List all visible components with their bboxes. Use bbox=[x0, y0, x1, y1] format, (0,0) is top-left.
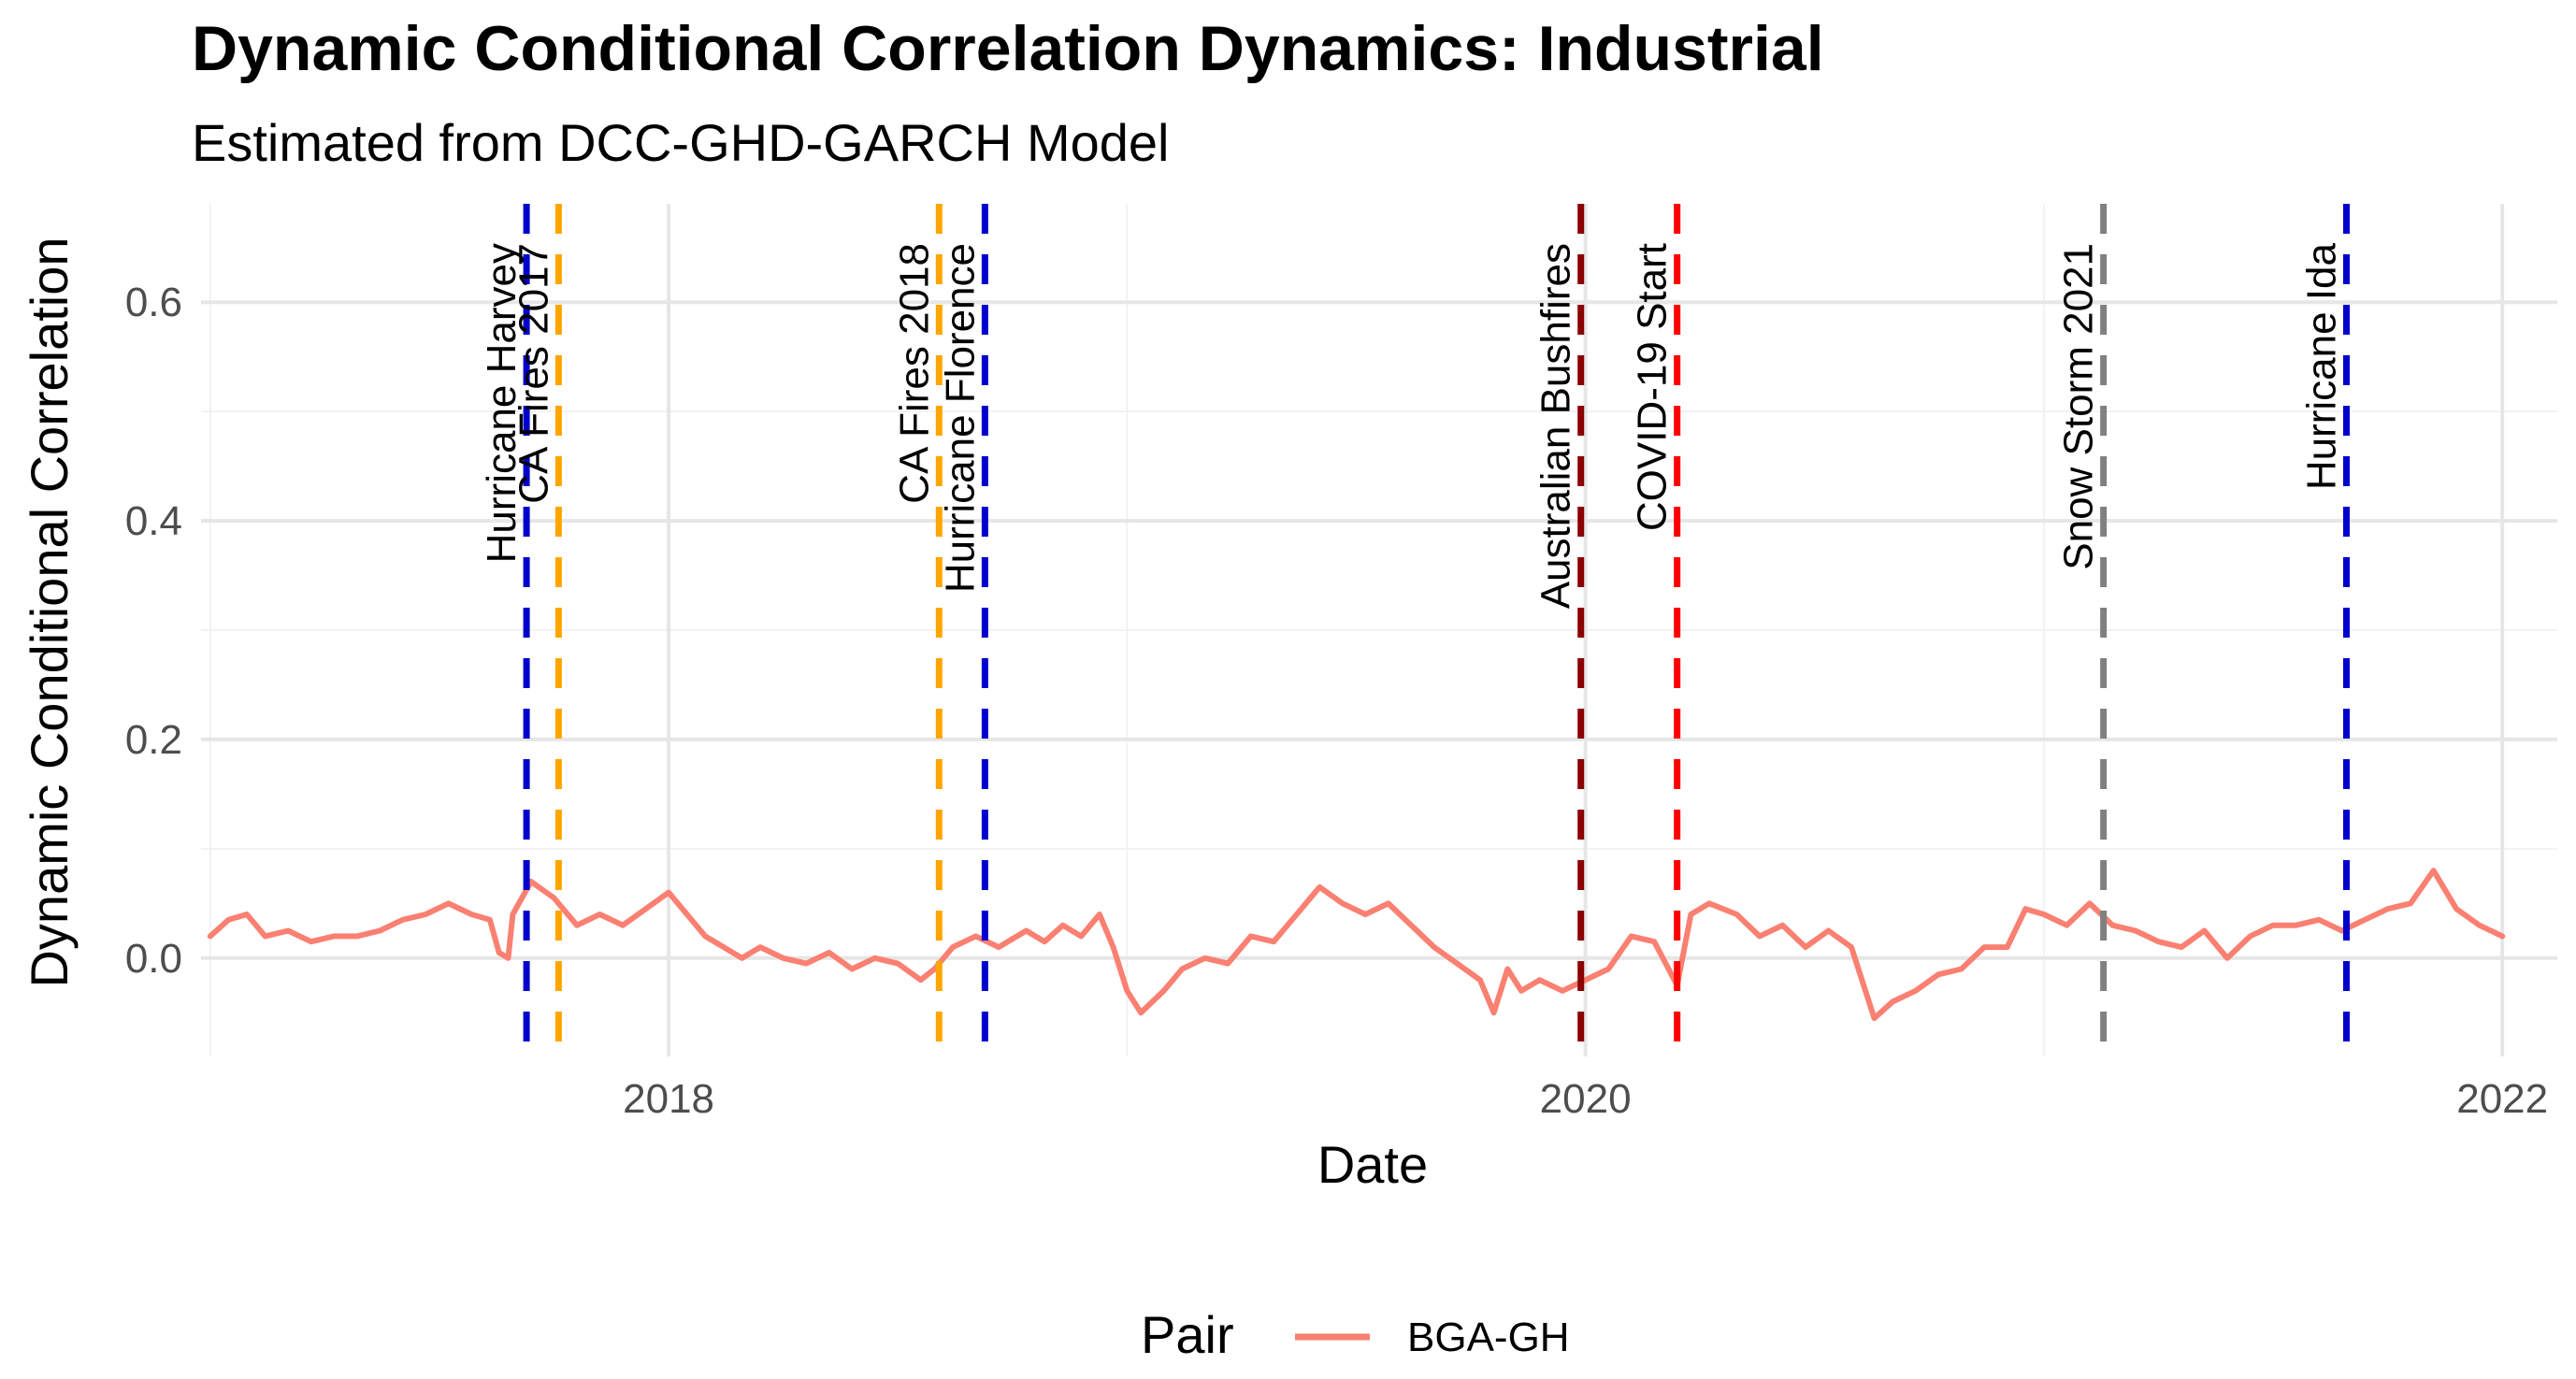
event-label-covid-19-start: COVID-19 Start bbox=[1630, 243, 1676, 531]
legend-title: Pair bbox=[1141, 1305, 1234, 1364]
event-label-snow-storm-2021: Snow Storm 2021 bbox=[2056, 243, 2102, 570]
y-axis-title: Dynamic Conditional Correlation bbox=[20, 237, 79, 987]
x-axis-ticks: 2018 2020 2022 bbox=[623, 1076, 2548, 1122]
x-axis-title: Date bbox=[1317, 1135, 1428, 1194]
series-line-bga-gh bbox=[207, 868, 2506, 1022]
y-tick-label-2: 0.4 bbox=[125, 498, 182, 544]
chart-subtitle: Estimated from DCC-GHD-GARCH Model bbox=[192, 113, 1170, 172]
series-layer bbox=[207, 868, 2506, 1022]
x-tick-label-1: 2020 bbox=[1540, 1076, 1632, 1122]
x-tick-label-0: 2018 bbox=[623, 1076, 714, 1122]
y-tick-label-0: 0.0 bbox=[125, 936, 182, 982]
y-axis-ticks: 0.0 0.2 0.4 0.6 bbox=[125, 280, 182, 982]
event-label-hurricane-ida: Hurricane Ida bbox=[2299, 242, 2345, 490]
x-tick-label-2: 2022 bbox=[2456, 1076, 2548, 1122]
event-label-ca-fires-2017: CA Fires 2017 bbox=[511, 243, 556, 504]
gridlines bbox=[201, 204, 2557, 1056]
legend: Pair BGA-GH bbox=[1141, 1305, 1570, 1364]
y-tick-label-1: 0.2 bbox=[125, 717, 182, 763]
legend-label-bga-gh: BGA-GH bbox=[1407, 1314, 1570, 1360]
event-label-hurricane-florence: Hurricane Florence bbox=[937, 243, 983, 593]
y-tick-label-3: 0.6 bbox=[125, 280, 182, 325]
chart-title: Dynamic Conditional Correlation Dynamics… bbox=[192, 13, 1824, 84]
event-label-hurricane-harvey: Hurricane Harvey bbox=[479, 243, 525, 563]
event-label-ca-fires-2018: CA Fires 2018 bbox=[891, 243, 937, 504]
event-label-australian-bushfires: Australian Bushfires bbox=[1533, 243, 1579, 609]
